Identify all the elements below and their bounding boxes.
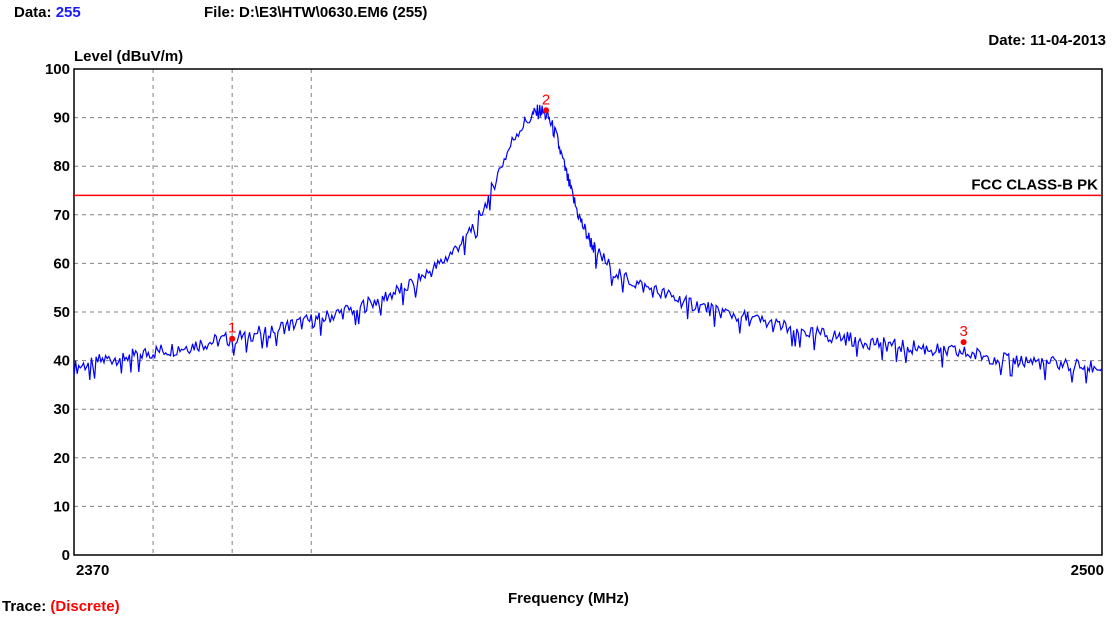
y-tick-100: 100 — [45, 61, 70, 78]
y-tick-labels: 0 10 20 30 40 50 60 70 80 90 100 — [45, 61, 70, 564]
x-tick-end: 2500 — [1071, 562, 1104, 579]
file-path: File: D:\E3\HTW\0630.EM6 (255) — [204, 4, 428, 21]
marker-3-dot — [960, 339, 967, 346]
data-value: 255 — [55, 4, 81, 21]
date-label: Date: 11-04-2013 — [988, 32, 1106, 49]
trace-value: (Discrete) — [50, 598, 120, 615]
y-tick-30: 30 — [53, 401, 70, 418]
data-label-text: Data: — [14, 4, 52, 21]
marker-1-label: 1 — [228, 320, 236, 337]
grid-lines — [74, 69, 1102, 555]
y-tick-90: 90 — [53, 110, 70, 127]
y-tick-80: 80 — [53, 158, 70, 175]
x-axis-label: Frequency (MHz) — [508, 590, 629, 607]
trace-label: Trace: (Discrete) — [2, 598, 120, 615]
y-tick-70: 70 — [53, 207, 70, 224]
y-tick-10: 10 — [53, 498, 70, 515]
marker-1-dot — [229, 335, 236, 342]
plot-frame — [73, 68, 1103, 556]
x-tick-start: 2370 — [76, 562, 109, 579]
x-tick-labels: 2370 2500 — [76, 562, 1104, 579]
marker-2-label: 2 — [542, 91, 550, 108]
y-tick-40: 40 — [53, 353, 70, 370]
markers: 1 2 3 — [228, 91, 968, 346]
limit-line-label: FCC CLASS-B PK — [971, 176, 1098, 193]
trace-label-text: Trace: — [2, 598, 47, 615]
marker-3-label: 3 — [959, 323, 967, 340]
trace-line — [73, 104, 1103, 384]
y-tick-20: 20 — [53, 450, 70, 467]
y-axis-label: Level (dBuV/m) — [74, 48, 184, 65]
y-tick-60: 60 — [53, 255, 70, 272]
data-label: Data: 255 — [14, 4, 81, 21]
y-tick-0: 0 — [62, 547, 70, 564]
y-tick-50: 50 — [53, 304, 70, 321]
marker-2-dot — [543, 107, 550, 114]
